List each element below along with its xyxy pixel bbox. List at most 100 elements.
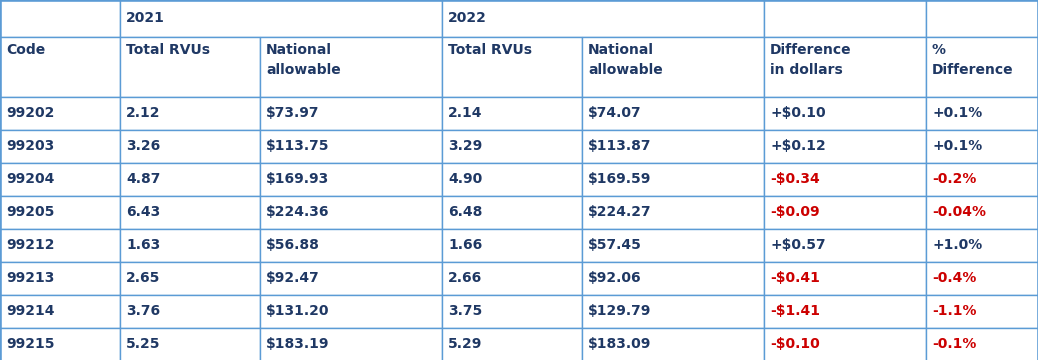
Bar [120,162,260,195]
Text: 2.12: 2.12 [126,106,161,120]
Bar [442,261,582,294]
Bar [0,96,120,130]
Text: $129.79: $129.79 [588,304,652,318]
Bar [0,294,120,328]
Text: -$0.09: -$0.09 [770,205,820,219]
Bar [442,96,582,130]
Bar [582,96,764,130]
Bar [0,162,120,195]
Bar [582,36,764,96]
Text: Total RVUs: Total RVUs [126,44,210,58]
Text: $56.88: $56.88 [266,238,320,252]
Bar [582,130,764,162]
Bar [764,96,926,130]
Text: $92.06: $92.06 [588,271,641,285]
Bar [926,195,1038,229]
Text: -$1.41: -$1.41 [770,304,820,318]
Bar [0,195,120,229]
Text: 5.25: 5.25 [126,337,161,351]
Bar [260,229,442,261]
Text: 2.66: 2.66 [448,271,483,285]
Text: 3.29: 3.29 [448,139,483,153]
Bar [764,36,926,96]
Text: -0.04%: -0.04% [932,205,986,219]
Text: 6.48: 6.48 [448,205,483,219]
Text: $224.36: $224.36 [266,205,329,219]
Text: -$0.41: -$0.41 [770,271,820,285]
Bar [120,328,260,360]
Text: 2.14: 2.14 [448,106,483,120]
Bar [0,130,120,162]
Bar [260,328,442,360]
Bar [120,294,260,328]
Bar [442,229,582,261]
Bar [120,0,442,36]
Bar [764,0,926,36]
Text: Code: Code [6,44,46,58]
Bar [0,36,120,96]
Text: 5.29: 5.29 [448,337,483,351]
Bar [764,195,926,229]
Text: 99203: 99203 [6,139,54,153]
Text: 99204: 99204 [6,172,54,186]
Bar [926,229,1038,261]
Bar [120,96,260,130]
Text: %
Difference: % Difference [932,44,1014,77]
Bar [582,328,764,360]
Bar [926,162,1038,195]
Text: 3.26: 3.26 [126,139,160,153]
Text: 99212: 99212 [6,238,55,252]
Bar [120,36,260,96]
Bar [582,195,764,229]
Text: $57.45: $57.45 [588,238,641,252]
Text: -1.1%: -1.1% [932,304,977,318]
Text: +1.0%: +1.0% [932,238,982,252]
Text: 2022: 2022 [448,11,487,25]
Bar [582,294,764,328]
Bar [260,162,442,195]
Text: -$0.10: -$0.10 [770,337,820,351]
Text: +0.1%: +0.1% [932,139,982,153]
Text: 4.90: 4.90 [448,172,483,186]
Text: $183.09: $183.09 [588,337,652,351]
Text: 99202: 99202 [6,106,54,120]
Bar [0,229,120,261]
Bar [442,130,582,162]
Text: 99213: 99213 [6,271,54,285]
Text: $169.93: $169.93 [266,172,329,186]
Text: +$0.10: +$0.10 [770,106,825,120]
Bar [120,130,260,162]
Bar [260,261,442,294]
Bar [120,195,260,229]
Bar [764,130,926,162]
Bar [764,229,926,261]
Text: 99215: 99215 [6,337,55,351]
Bar [764,261,926,294]
Bar [926,130,1038,162]
Bar [260,195,442,229]
Bar [442,162,582,195]
Bar [926,261,1038,294]
Bar [260,130,442,162]
Bar [926,328,1038,360]
Bar [582,162,764,195]
Text: 99214: 99214 [6,304,55,318]
Text: 3.76: 3.76 [126,304,160,318]
Text: 1.63: 1.63 [126,238,160,252]
Bar [0,261,120,294]
Text: -0.2%: -0.2% [932,172,977,186]
Bar [260,96,442,130]
Bar [0,328,120,360]
Text: 3.75: 3.75 [448,304,483,318]
Bar [120,261,260,294]
Bar [926,36,1038,96]
Text: National
allowable: National allowable [266,44,340,77]
Text: +$0.12: +$0.12 [770,139,826,153]
Bar [442,36,582,96]
Text: +0.1%: +0.1% [932,106,982,120]
Bar [120,229,260,261]
Bar [442,195,582,229]
Bar [0,0,120,36]
Text: +$0.57: +$0.57 [770,238,825,252]
Text: Difference
in dollars: Difference in dollars [770,44,851,77]
